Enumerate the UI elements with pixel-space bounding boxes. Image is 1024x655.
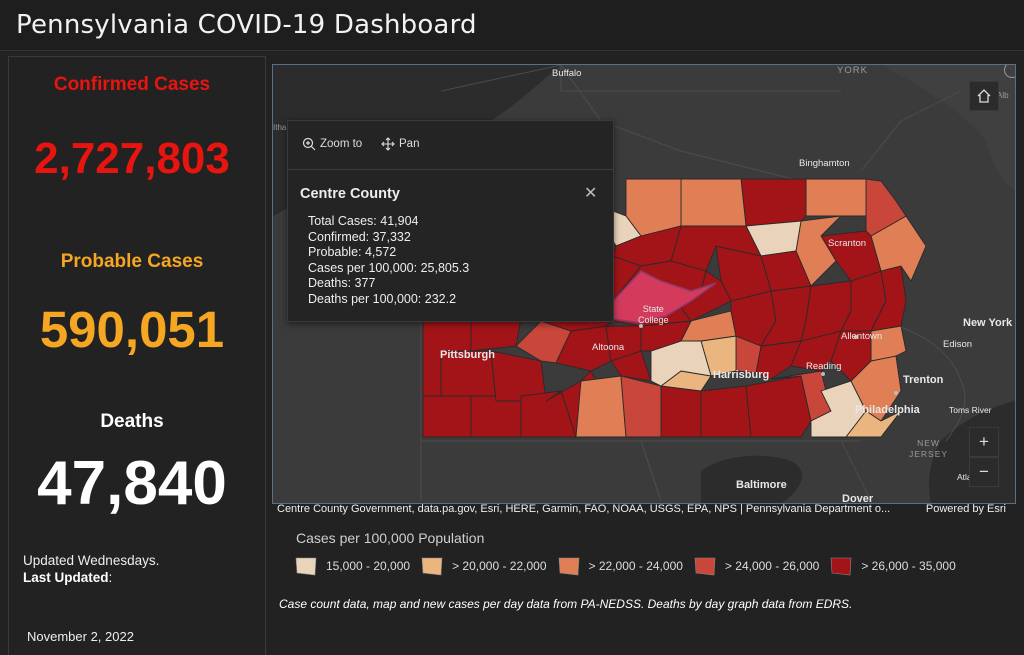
deaths-label: Deaths bbox=[100, 411, 164, 432]
powered-by-esri[interactable]: Powered by Esri bbox=[925, 503, 1006, 515]
popup-toolbar: Zoom to Pan bbox=[288, 121, 613, 170]
stats-panel bbox=[8, 56, 266, 655]
update-schedule: Updated Wednesdays. bbox=[23, 553, 160, 568]
legend-swatch bbox=[831, 557, 852, 576]
close-icon: ✕ bbox=[584, 185, 598, 202]
legend-title: Cases per 100,000 Population bbox=[296, 530, 485, 546]
move-arrows-icon bbox=[381, 137, 395, 151]
map-label-trenton: Trenton bbox=[903, 374, 944, 386]
map-label-allentown: Allentown bbox=[841, 331, 883, 342]
map-label-new-york: New York bbox=[963, 317, 1013, 329]
probable-cases-value: 590,051 bbox=[39, 301, 225, 358]
map-label-binghamton: Binghamton bbox=[799, 158, 850, 169]
centre-county-highlight[interactable] bbox=[612, 270, 717, 324]
map-label-altoona: Altoona bbox=[592, 342, 625, 353]
legend-swatch bbox=[558, 557, 579, 576]
popup-row-confirmed: Confirmed: 37,332 bbox=[308, 229, 411, 244]
county-popup: Zoom to Pan Centre County ✕ Total Cases:… bbox=[287, 120, 614, 322]
popup-row-probable: Probable: 4,572 bbox=[308, 245, 397, 259]
last-updated-date: November 2, 2022 bbox=[27, 629, 134, 644]
legend-item: > 20,000 - 22,000 bbox=[420, 555, 547, 577]
minus-icon: − bbox=[979, 462, 989, 481]
zoom-out-button[interactable]: − bbox=[969, 457, 999, 487]
map-label-edison: Edison bbox=[943, 339, 973, 350]
legend-swatch bbox=[421, 557, 443, 576]
confirmed-cases-value: 2,727,803 bbox=[34, 134, 230, 183]
probable-cases-label: Probable Cases bbox=[60, 251, 204, 272]
home-button[interactable] bbox=[969, 81, 999, 111]
popup-row-deaths-per-100k: Deaths per 100,000: 232.2 bbox=[308, 291, 457, 306]
map-label-reading: Reading bbox=[806, 361, 842, 372]
popup-row-cases-per-100k: Cases per 100,000: 25,805.3 bbox=[308, 260, 470, 275]
map-label-new-jersey: NEW JERSEY bbox=[909, 438, 949, 459]
popup-details: Total Cases: 41,904 Confirmed: 37,332 Pr… bbox=[308, 214, 469, 307]
confirmed-cases-label: Confirmed Cases bbox=[53, 74, 211, 95]
header-bar: Pennsylvania COVID-19 Dashboard bbox=[0, 0, 1024, 51]
map-label-albany: Alb bbox=[997, 91, 1009, 100]
map-label-york: YORK bbox=[837, 65, 868, 76]
home-icon bbox=[977, 89, 991, 103]
data-source-note: Case count data, map and new cases per d… bbox=[279, 597, 853, 611]
map-label-scranton: Scranton bbox=[828, 238, 867, 249]
map-label-philadelphia: Philadelphia bbox=[855, 404, 920, 416]
map-label-ithaca: Itha bbox=[273, 123, 287, 132]
map-label-state-college: State College bbox=[638, 304, 669, 325]
page-title: Pennsylvania COVID-19 Dashboard bbox=[16, 10, 477, 40]
close-button[interactable]: ✕ bbox=[584, 183, 597, 203]
county-choropleth bbox=[422, 178, 927, 439]
legend-item: > 26,000 - 35,000 bbox=[829, 555, 956, 577]
popup-row-total-cases: Total Cases: 41,904 bbox=[308, 214, 419, 228]
map-label-pittsburgh: Pittsburgh bbox=[440, 349, 495, 361]
magnifier-plus-icon bbox=[302, 137, 316, 151]
popup-title: Centre County bbox=[300, 186, 400, 202]
popup-row-deaths: Deaths: 377 bbox=[308, 276, 376, 290]
legend: 15,000 - 20,000 > 20,000 - 22,000 > 22,0… bbox=[294, 553, 966, 579]
pan-label: Pan bbox=[399, 138, 420, 150]
map-label-buffalo: Buffalo bbox=[552, 68, 582, 79]
zoom-to-action[interactable]: Zoom to bbox=[302, 137, 362, 151]
plus-icon: + bbox=[979, 432, 989, 451]
attribution-text: Centre County Government, data.pa.gov, E… bbox=[277, 503, 891, 515]
state-borders bbox=[420, 65, 966, 501]
legend-item: > 24,000 - 26,000 bbox=[693, 555, 819, 577]
legend-swatch bbox=[694, 557, 716, 576]
map-label-baltimore: Baltimore bbox=[736, 479, 787, 491]
legend-swatch bbox=[295, 557, 317, 576]
map-label-toms-river: Toms River bbox=[949, 405, 992, 415]
pan-action[interactable]: Pan bbox=[381, 137, 419, 151]
legend-item: > 22,000 - 24,000 bbox=[557, 555, 683, 577]
last-updated-label: Last Updated: bbox=[23, 570, 113, 585]
map-label-harrisburg: Harrisburg bbox=[713, 369, 770, 381]
legend-item: 15,000 - 20,000 bbox=[294, 555, 410, 577]
expand-icon[interactable] bbox=[1004, 65, 1015, 78]
map-label-dover: Dover bbox=[842, 493, 874, 504]
zoom-to-label: Zoom to bbox=[320, 138, 363, 150]
zoom-in-button[interactable]: + bbox=[969, 427, 999, 457]
map-attribution: Centre County Government, data.pa.gov, E… bbox=[277, 503, 1014, 515]
deaths-value: 47,840 bbox=[37, 449, 227, 518]
